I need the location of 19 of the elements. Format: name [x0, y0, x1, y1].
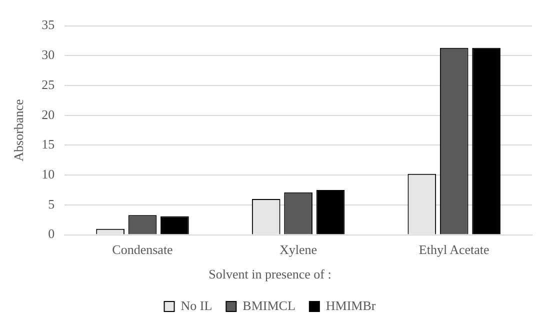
legend-label: HMIMBr: [326, 298, 376, 313]
y-tick-label: 10: [42, 166, 55, 182]
y-tick-label: 25: [42, 76, 55, 92]
bar: [472, 48, 500, 234]
legend-label: BMIMCL: [242, 298, 296, 313]
bar: [316, 190, 345, 234]
y-tick-label: 15: [42, 136, 55, 152]
x-tick-label: Xylene: [280, 242, 318, 258]
bar: [160, 216, 189, 234]
legend-title: Solvent in presence of :: [208, 266, 332, 282]
x-tick-label: Condensate: [112, 242, 174, 258]
y-axis-title: Absorbance: [11, 99, 26, 162]
x-tick-label: Ethyl Acetate: [418, 242, 490, 258]
y-tick-label: 30: [42, 47, 55, 62]
y-tick-label: 20: [42, 106, 55, 122]
y-tick-label: 35: [42, 17, 55, 32]
y-tick-label: 0: [48, 226, 55, 242]
y-tick-label: 5: [48, 196, 55, 212]
legend-label: No IL: [180, 298, 212, 313]
